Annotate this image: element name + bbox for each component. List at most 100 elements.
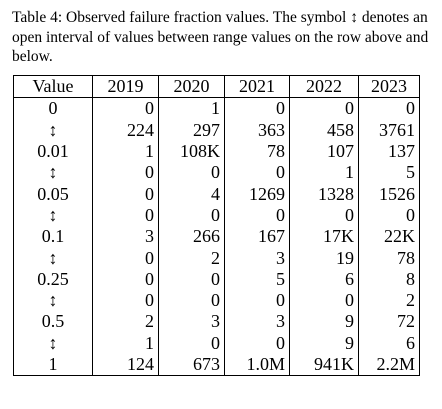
count-cell: 78 bbox=[359, 247, 420, 268]
count-cell: 3 bbox=[225, 247, 290, 268]
value-cell: ↕ bbox=[14, 120, 93, 141]
count-cell: 17K bbox=[290, 226, 359, 247]
table-row: ↕ 0 2 3 19 78 bbox=[14, 247, 420, 268]
header-2023: 2023 bbox=[359, 76, 420, 98]
count-cell: 1 bbox=[93, 333, 159, 354]
count-cell: 1269 bbox=[225, 183, 290, 204]
count-cell: 19 bbox=[290, 247, 359, 268]
value-cell: ↕ bbox=[14, 290, 93, 311]
header-2021: 2021 bbox=[225, 76, 290, 98]
count-cell: 0 bbox=[159, 333, 225, 354]
count-cell: 0 bbox=[159, 290, 225, 311]
count-cell: 0 bbox=[93, 269, 159, 290]
header-2022: 2022 bbox=[290, 76, 359, 98]
count-cell: 0 bbox=[93, 162, 159, 183]
count-cell: 137 bbox=[359, 141, 420, 162]
table-caption: Table 4: Observed failure fraction value… bbox=[12, 8, 432, 67]
count-cell: 4 bbox=[159, 183, 225, 204]
count-cell: 0 bbox=[93, 98, 159, 120]
count-cell: 0 bbox=[159, 162, 225, 183]
count-cell: 2 bbox=[159, 247, 225, 268]
count-cell: 0 bbox=[225, 205, 290, 226]
count-cell: 2 bbox=[93, 311, 159, 332]
count-cell: 224 bbox=[93, 120, 159, 141]
table-row: ↕ 0 0 0 0 2 bbox=[14, 290, 420, 311]
count-cell: 5 bbox=[359, 162, 420, 183]
table-row: 0.05 0 4 1269 1328 1526 bbox=[14, 183, 420, 204]
count-cell: 0 bbox=[225, 98, 290, 120]
table-row: 0.01 1 108K 78 107 137 bbox=[14, 141, 420, 162]
count-cell: 6 bbox=[359, 333, 420, 354]
table-body: 0 0 1 0 0 0 ↕ 224 297 363 458 3761 0.01 1 108K 78 107 137… bbox=[14, 98, 420, 376]
count-cell: 0 bbox=[290, 290, 359, 311]
count-cell: 3 bbox=[93, 226, 159, 247]
count-cell: 108K bbox=[159, 141, 225, 162]
count-cell: 0 bbox=[359, 205, 420, 226]
count-cell: 0 bbox=[225, 333, 290, 354]
value-cell: 0.5 bbox=[14, 311, 93, 332]
table-row: 0.25 0 0 5 6 8 bbox=[14, 269, 420, 290]
count-cell: 1 bbox=[93, 141, 159, 162]
value-cell: ↕ bbox=[14, 162, 93, 183]
value-cell: 0.01 bbox=[14, 141, 93, 162]
value-cell: 0 bbox=[14, 98, 93, 120]
count-cell: 458 bbox=[290, 120, 359, 141]
header-value: Value bbox=[14, 76, 93, 98]
count-cell: 8 bbox=[359, 269, 420, 290]
count-cell: 363 bbox=[225, 120, 290, 141]
value-cell: 1 bbox=[14, 354, 93, 376]
count-cell: 673 bbox=[159, 354, 225, 376]
count-cell: 3 bbox=[225, 311, 290, 332]
count-cell: 22K bbox=[359, 226, 420, 247]
count-cell: 0 bbox=[359, 98, 420, 120]
count-cell: 0 bbox=[159, 205, 225, 226]
count-cell: 0 bbox=[159, 269, 225, 290]
count-cell: 0 bbox=[290, 205, 359, 226]
count-cell: 2.2M bbox=[359, 354, 420, 376]
value-cell: ↕ bbox=[14, 333, 93, 354]
value-cell: ↕ bbox=[14, 205, 93, 226]
table-row: ↕ 0 0 0 0 0 bbox=[14, 205, 420, 226]
count-cell: 3 bbox=[159, 311, 225, 332]
count-cell: 124 bbox=[93, 354, 159, 376]
table-row: 0.1 3 266 167 17K 22K bbox=[14, 226, 420, 247]
count-cell: 9 bbox=[290, 311, 359, 332]
table-header-row: Value 2019 2020 2021 2022 2023 bbox=[14, 76, 420, 98]
count-cell: 0 bbox=[93, 247, 159, 268]
count-cell: 1328 bbox=[290, 183, 359, 204]
count-cell: 297 bbox=[159, 120, 225, 141]
count-cell: 0 bbox=[290, 98, 359, 120]
count-cell: 0 bbox=[93, 183, 159, 204]
count-cell: 1.0M bbox=[225, 354, 290, 376]
table-row: ↕ 224 297 363 458 3761 bbox=[14, 120, 420, 141]
count-cell: 5 bbox=[225, 269, 290, 290]
header-2019: 2019 bbox=[93, 76, 159, 98]
count-cell: 167 bbox=[225, 226, 290, 247]
count-cell: 2 bbox=[359, 290, 420, 311]
value-cell: 0.1 bbox=[14, 226, 93, 247]
count-cell: 1 bbox=[290, 162, 359, 183]
value-cell: 0.25 bbox=[14, 269, 93, 290]
count-cell: 0 bbox=[93, 290, 159, 311]
count-cell: 3761 bbox=[359, 120, 420, 141]
count-cell: 0 bbox=[93, 205, 159, 226]
count-cell: 78 bbox=[225, 141, 290, 162]
count-cell: 72 bbox=[359, 311, 420, 332]
table-row: ↕ 0 0 0 1 5 bbox=[14, 162, 420, 183]
count-cell: 266 bbox=[159, 226, 225, 247]
value-cell: 0.05 bbox=[14, 183, 93, 204]
count-cell: 6 bbox=[290, 269, 359, 290]
count-cell: 941K bbox=[290, 354, 359, 376]
count-cell: 0 bbox=[225, 290, 290, 311]
failure-fraction-table: Value 2019 2020 2021 2022 2023 0 0 1 0 0 0 ↕ 22… bbox=[13, 75, 420, 376]
table-row: 1 124 673 1.0M 941K 2.2M bbox=[14, 354, 420, 376]
count-cell: 1526 bbox=[359, 183, 420, 204]
count-cell: 1 bbox=[159, 98, 225, 120]
count-cell: 0 bbox=[225, 162, 290, 183]
count-cell: 9 bbox=[290, 333, 359, 354]
count-cell: 107 bbox=[290, 141, 359, 162]
header-2020: 2020 bbox=[159, 76, 225, 98]
value-cell: ↕ bbox=[14, 247, 93, 268]
table-row: ↕ 1 0 0 9 6 bbox=[14, 333, 420, 354]
